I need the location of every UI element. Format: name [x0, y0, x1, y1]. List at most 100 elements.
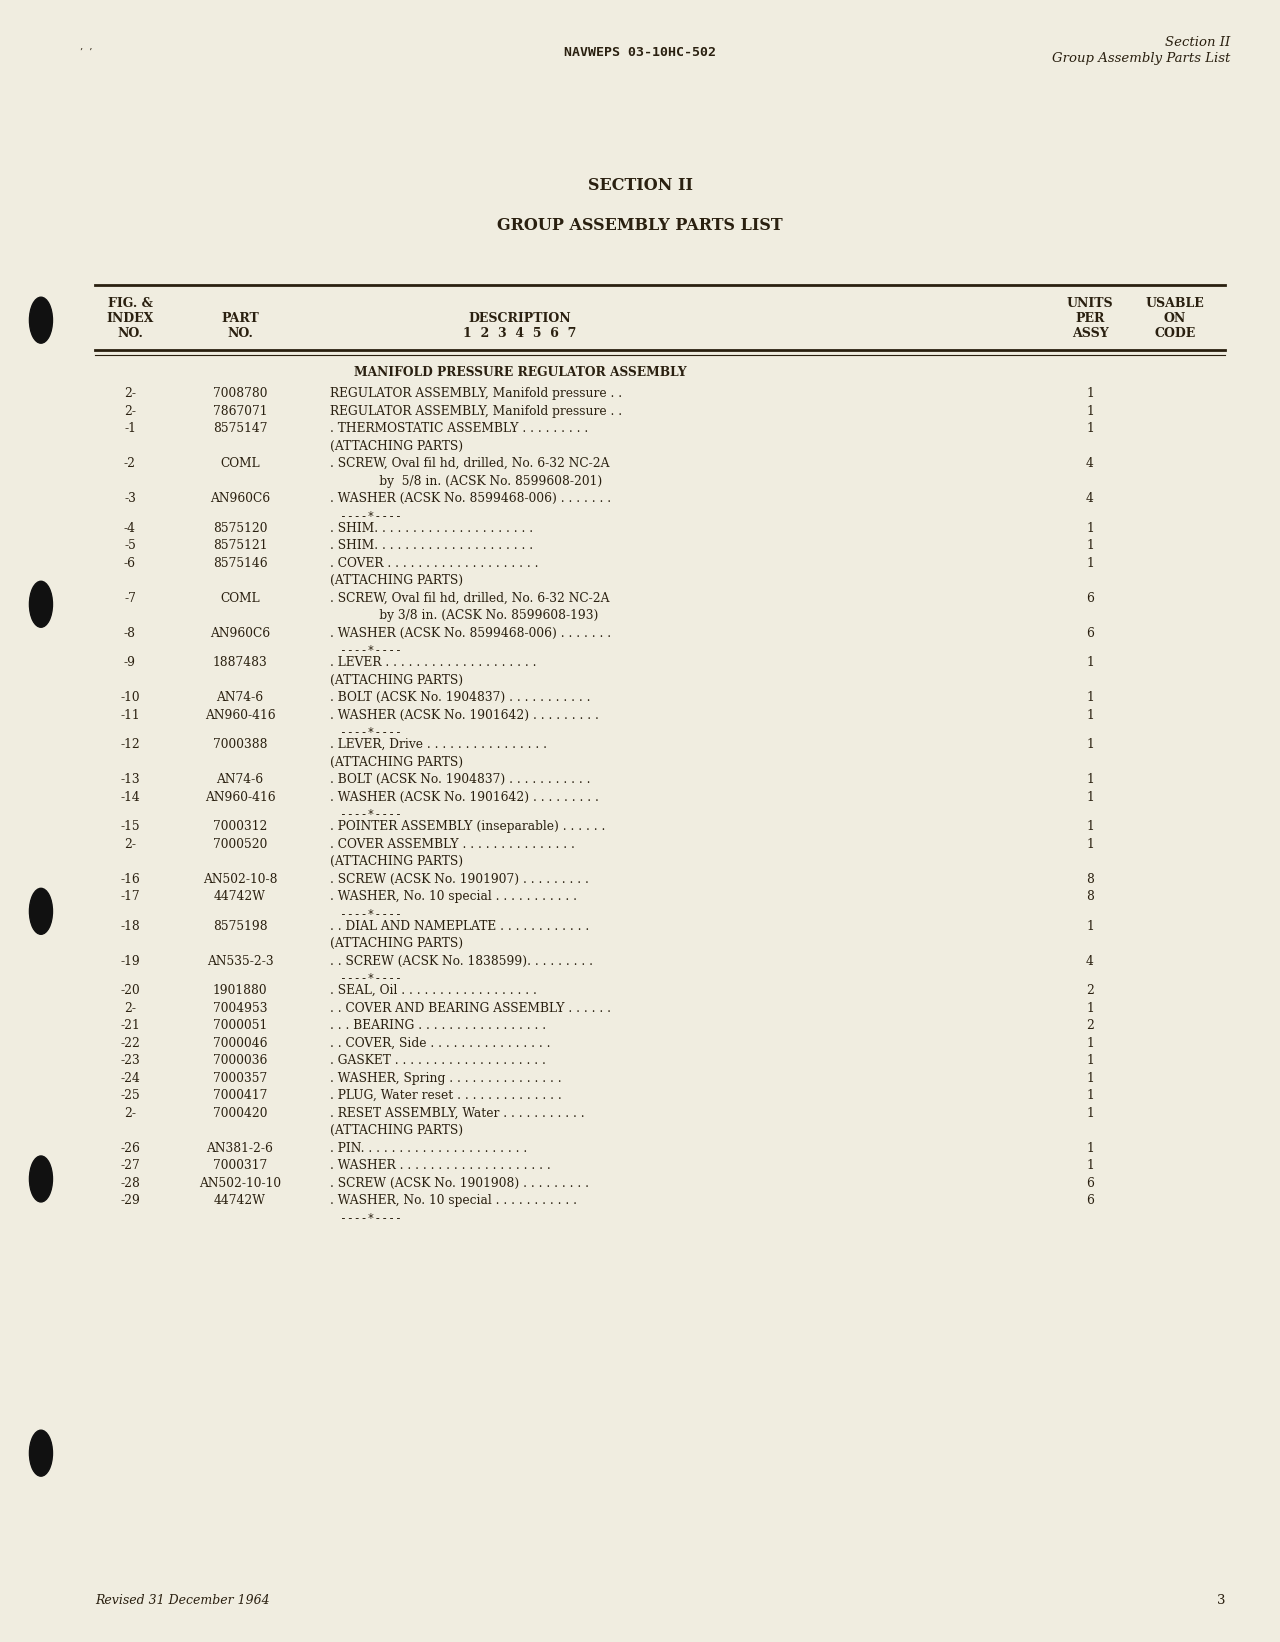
- Text: USABLE: USABLE: [1146, 297, 1204, 309]
- Text: 4: 4: [1085, 954, 1094, 967]
- Text: . SHIM. . . . . . . . . . . . . . . . . . . . .: . SHIM. . . . . . . . . . . . . . . . . …: [330, 539, 534, 552]
- Text: 4: 4: [1085, 493, 1094, 506]
- Text: . WASHER . . . . . . . . . . . . . . . . . . . .: . WASHER . . . . . . . . . . . . . . . .…: [330, 1159, 550, 1172]
- Text: . SCREW, Oval fil hd, drilled, No. 6-32 NC-2A: . SCREW, Oval fil hd, drilled, No. 6-32 …: [330, 591, 609, 604]
- Text: 8575146: 8575146: [212, 557, 268, 570]
- Text: 3: 3: [1216, 1593, 1225, 1606]
- Text: -29: -29: [120, 1194, 140, 1207]
- Text: -14: -14: [120, 790, 140, 803]
- Text: 1887483: 1887483: [212, 657, 268, 668]
- Text: 7004953: 7004953: [212, 1002, 268, 1015]
- Text: -16: -16: [120, 872, 140, 885]
- Text: AN960C6: AN960C6: [210, 627, 270, 639]
- Text: . COVER . . . . . . . . . . . . . . . . . . . .: . COVER . . . . . . . . . . . . . . . . …: [330, 557, 539, 570]
- Text: . BOLT (ACSK No. 1904837) . . . . . . . . . . .: . BOLT (ACSK No. 1904837) . . . . . . . …: [330, 773, 590, 787]
- Text: . SCREW (ACSK No. 1901907) . . . . . . . . .: . SCREW (ACSK No. 1901907) . . . . . . .…: [330, 872, 589, 885]
- Text: . LEVER . . . . . . . . . . . . . . . . . . . .: . LEVER . . . . . . . . . . . . . . . . …: [330, 657, 536, 668]
- Text: 7000520: 7000520: [212, 837, 268, 851]
- Text: . COVER ASSEMBLY . . . . . . . . . . . . . . .: . COVER ASSEMBLY . . . . . . . . . . . .…: [330, 837, 575, 851]
- Text: -23: -23: [120, 1054, 140, 1067]
- Text: 7000046: 7000046: [212, 1036, 268, 1049]
- Text: ----*----: ----*----: [340, 726, 402, 739]
- Text: . WASHER, Spring . . . . . . . . . . . . . . .: . WASHER, Spring . . . . . . . . . . . .…: [330, 1072, 562, 1084]
- Text: (ATTACHING PARTS): (ATTACHING PARTS): [330, 1125, 463, 1136]
- Text: 1: 1: [1087, 557, 1094, 570]
- Text: . WASHER, No. 10 special . . . . . . . . . . .: . WASHER, No. 10 special . . . . . . . .…: [330, 890, 577, 903]
- Ellipse shape: [29, 888, 52, 934]
- Text: 6: 6: [1085, 627, 1094, 639]
- Text: REGULATOR ASSEMBLY, Manifold pressure . .: REGULATOR ASSEMBLY, Manifold pressure . …: [330, 404, 622, 417]
- Text: . SCREW, Oval fil hd, drilled, No. 6-32 NC-2A: . SCREW, Oval fil hd, drilled, No. 6-32 …: [330, 456, 609, 470]
- Text: REGULATOR ASSEMBLY, Manifold pressure . .: REGULATOR ASSEMBLY, Manifold pressure . …: [330, 388, 622, 401]
- Text: Group Assembly Parts List: Group Assembly Parts List: [1052, 51, 1230, 64]
- Text: 7000036: 7000036: [212, 1054, 268, 1067]
- Text: AN960-416: AN960-416: [205, 790, 275, 803]
- Ellipse shape: [29, 297, 52, 343]
- Text: AN74-6: AN74-6: [216, 691, 264, 704]
- Text: 1: 1: [1087, 539, 1094, 552]
- Text: ----*----: ----*----: [340, 509, 402, 522]
- Text: 4: 4: [1085, 456, 1094, 470]
- Text: (ATTACHING PARTS): (ATTACHING PARTS): [330, 755, 463, 768]
- Text: 1: 1: [1087, 819, 1094, 832]
- Text: GROUP ASSEMBLY PARTS LIST: GROUP ASSEMBLY PARTS LIST: [497, 217, 783, 233]
- Text: -17: -17: [120, 890, 140, 903]
- Text: PER: PER: [1075, 312, 1105, 325]
- Text: . BOLT (ACSK No. 1904837) . . . . . . . . . . .: . BOLT (ACSK No. 1904837) . . . . . . . …: [330, 691, 590, 704]
- Text: -5: -5: [124, 539, 136, 552]
- Text: AN502-10-8: AN502-10-8: [202, 872, 278, 885]
- Text: AN960C6: AN960C6: [210, 493, 270, 506]
- Text: -13: -13: [120, 773, 140, 787]
- Text: 44742W: 44742W: [214, 1194, 266, 1207]
- Text: . WASHER (ACSK No. 1901642) . . . . . . . . .: . WASHER (ACSK No. 1901642) . . . . . . …: [330, 708, 599, 721]
- Text: ASSY: ASSY: [1071, 327, 1108, 340]
- Text: INDEX: INDEX: [106, 312, 154, 325]
- Text: . GASKET . . . . . . . . . . . . . . . . . . . .: . GASKET . . . . . . . . . . . . . . . .…: [330, 1054, 545, 1067]
- Text: DESCRIPTION: DESCRIPTION: [468, 312, 571, 325]
- Text: SECTION II: SECTION II: [588, 176, 692, 194]
- Text: . . DIAL AND NAMEPLATE . . . . . . . . . . . .: . . DIAL AND NAMEPLATE . . . . . . . . .…: [330, 920, 589, 933]
- Text: 1: 1: [1087, 1036, 1094, 1049]
- Text: UNITS: UNITS: [1066, 297, 1114, 309]
- Text: 8: 8: [1085, 890, 1094, 903]
- Text: 2-: 2-: [124, 837, 136, 851]
- Text: 7000420: 7000420: [212, 1107, 268, 1120]
- Text: 2: 2: [1085, 984, 1094, 997]
- Text: . . SCREW (ACSK No. 1838599). . . . . . . . .: . . SCREW (ACSK No. 1838599). . . . . . …: [330, 954, 593, 967]
- Text: AN74-6: AN74-6: [216, 773, 264, 787]
- Text: Revised 31 December 1964: Revised 31 December 1964: [95, 1593, 270, 1606]
- Text: by 3/8 in. (ACSK No. 8599608-193): by 3/8 in. (ACSK No. 8599608-193): [360, 609, 598, 622]
- Ellipse shape: [29, 1430, 52, 1476]
- Text: -22: -22: [120, 1036, 140, 1049]
- Text: 1: 1: [1087, 1054, 1094, 1067]
- Text: 1: 1: [1087, 691, 1094, 704]
- Text: 8575147: 8575147: [212, 422, 268, 435]
- Text: 6: 6: [1085, 1177, 1094, 1189]
- Text: 1: 1: [1087, 1141, 1094, 1154]
- Text: 7867071: 7867071: [212, 404, 268, 417]
- Text: (ATTACHING PARTS): (ATTACHING PARTS): [330, 938, 463, 951]
- Text: ----*----: ----*----: [340, 1212, 402, 1225]
- Text: 6: 6: [1085, 1194, 1094, 1207]
- Text: -26: -26: [120, 1141, 140, 1154]
- Text: by  5/8 in. (ACSK No. 8599608-201): by 5/8 in. (ACSK No. 8599608-201): [360, 475, 603, 488]
- Text: -1: -1: [124, 422, 136, 435]
- Text: 1: 1: [1087, 1107, 1094, 1120]
- Text: . RESET ASSEMBLY, Water . . . . . . . . . . .: . RESET ASSEMBLY, Water . . . . . . . . …: [330, 1107, 585, 1120]
- Text: 7000417: 7000417: [212, 1089, 268, 1102]
- Text: . LEVER, Drive . . . . . . . . . . . . . . . .: . LEVER, Drive . . . . . . . . . . . . .…: [330, 737, 547, 750]
- Text: -9: -9: [124, 657, 136, 668]
- Text: -25: -25: [120, 1089, 140, 1102]
- Text: ’  ’: ’ ’: [79, 48, 92, 56]
- Text: . PLUG, Water reset . . . . . . . . . . . . . .: . PLUG, Water reset . . . . . . . . . . …: [330, 1089, 562, 1102]
- Text: 1: 1: [1087, 657, 1094, 668]
- Text: 1: 1: [1087, 1002, 1094, 1015]
- Text: 2-: 2-: [124, 388, 136, 401]
- Text: COML: COML: [220, 591, 260, 604]
- Text: . WASHER (ACSK No. 8599468-006) . . . . . . .: . WASHER (ACSK No. 8599468-006) . . . . …: [330, 493, 611, 506]
- Text: (ATTACHING PARTS): (ATTACHING PARTS): [330, 855, 463, 869]
- Text: 7000312: 7000312: [212, 819, 268, 832]
- Text: 7000388: 7000388: [212, 737, 268, 750]
- Text: 1  2  3  4  5  6  7: 1 2 3 4 5 6 7: [463, 327, 577, 340]
- Text: 1: 1: [1087, 1159, 1094, 1172]
